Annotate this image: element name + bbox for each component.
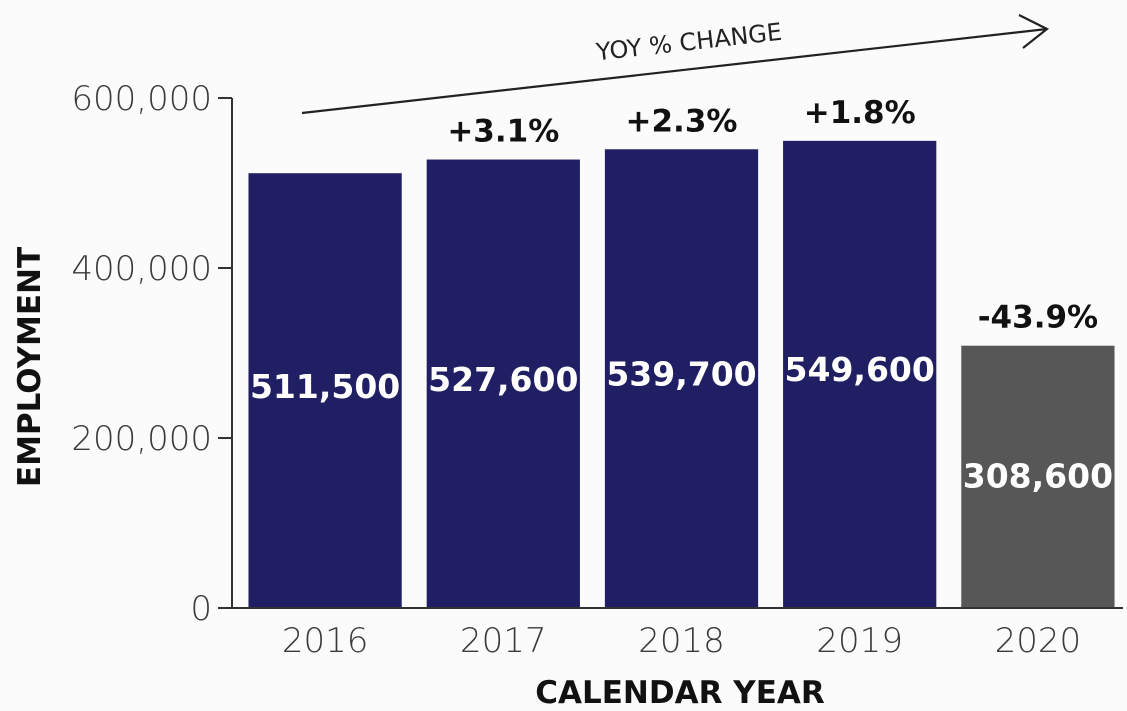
bar-2020 bbox=[961, 345, 1115, 608]
trend-arrow-shaft bbox=[301, 27, 1048, 115]
trend-arrow-head bbox=[1018, 14, 1050, 49]
x-tick-label-2019: 2019 bbox=[816, 621, 903, 661]
y-tick-label-0: 0 bbox=[190, 589, 212, 629]
yoy-change-label-2019: +1.8% bbox=[804, 95, 916, 131]
bar-value-label-2020: 308,600 bbox=[963, 457, 1113, 496]
bar-value-label-2019: 549,600 bbox=[785, 350, 935, 389]
yoy-trend-arrow bbox=[301, 14, 1050, 115]
x-axis-title: CALENDAR YEAR bbox=[535, 675, 825, 711]
yoy-change-label-2017: +3.1% bbox=[447, 114, 559, 150]
y-tick-label-1: 200,000 bbox=[71, 419, 212, 459]
trend-arrow-label: YOY % CHANGE bbox=[594, 18, 784, 67]
x-tick-label-2017: 2017 bbox=[460, 621, 547, 661]
x-tick-label-2020: 2020 bbox=[995, 621, 1082, 661]
bar-value-labels: 511,500 527,600 539,700 549,600 308,600 bbox=[250, 350, 1113, 496]
bar-value-label-2016: 511,500 bbox=[250, 367, 400, 406]
bars-group bbox=[248, 140, 1115, 609]
bar-2017 bbox=[426, 159, 580, 609]
x-tick-label-2018: 2018 bbox=[638, 621, 725, 661]
bar-2016 bbox=[248, 173, 402, 608]
bar-2019 bbox=[783, 140, 937, 608]
bar-value-label-2017: 527,600 bbox=[428, 360, 578, 399]
yoy-change-label-2018: +2.3% bbox=[626, 103, 738, 139]
y-axis-title: EMPLOYMENT bbox=[12, 247, 48, 487]
y-tick-label-3: 600,000 bbox=[71, 79, 212, 119]
y-tick-label-2: 400,000 bbox=[71, 249, 212, 289]
x-tick-label-2016: 2016 bbox=[282, 621, 369, 661]
bar-value-label-2018: 539,700 bbox=[606, 354, 756, 393]
yoy-change-label-2020: -43.9% bbox=[978, 300, 1098, 336]
y-axis-ticks: 0 200,000 400,000 600,000 bbox=[71, 79, 232, 629]
yoy-change-labels: +3.1% +2.3% +1.8% -43.9% bbox=[447, 95, 1098, 336]
bar-2018 bbox=[604, 149, 759, 608]
x-axis-ticks: 2016 2017 2018 2019 2020 bbox=[282, 621, 1081, 661]
